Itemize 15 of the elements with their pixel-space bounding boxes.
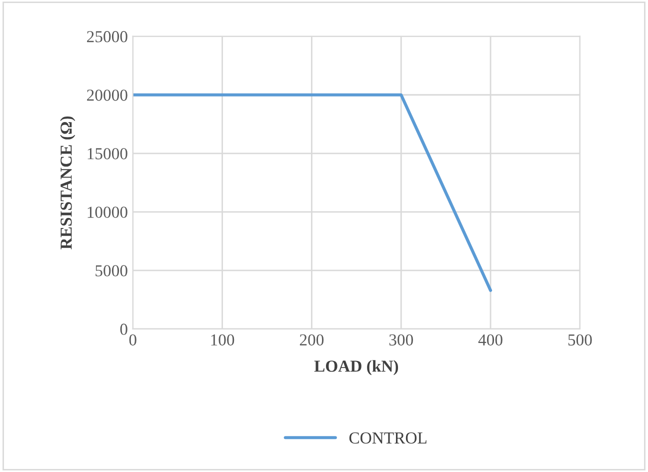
x-tick-label: 100 [211,334,234,346]
x-tick-label: 400 [478,334,502,346]
x-tick-label: 200 [300,334,324,346]
x-tick-label: 0 [129,334,136,346]
y-tick-label: 20000 [87,90,128,101]
y-axis-title: RESISTANCE (Ω) [60,116,76,250]
y-tick-label: 15000 [88,148,128,160]
x-axis-title: LOAD (kN) [314,360,398,376]
y-tick-label: 5000 [96,265,128,276]
y-tick-label: 25000 [87,31,128,42]
y-tick-label: 0 [120,324,128,335]
x-tick-label: 300 [389,334,413,346]
x-tick-label: 500 [568,334,592,346]
y-tick-label: 10000 [88,206,128,218]
legend-label: CONTROL [349,432,426,444]
